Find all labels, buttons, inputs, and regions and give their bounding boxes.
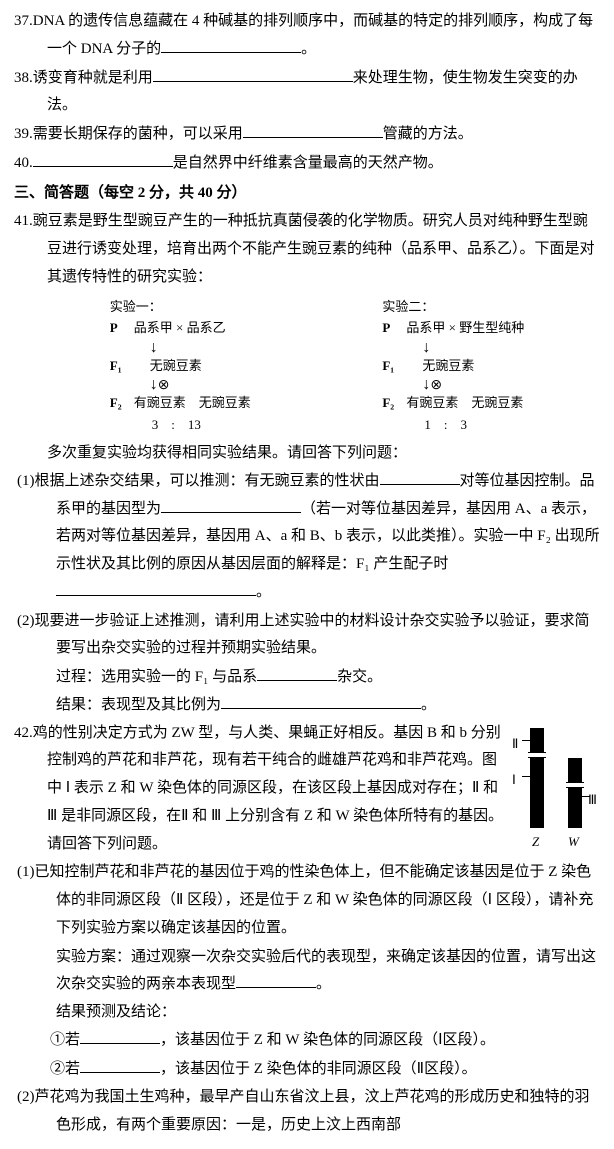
q42-part2: (2)芦花鸡为我国土生鸡种，最早产自山东省汶上县，汶上芦花鸡的形成历史和独特的羽… [14, 1084, 600, 1140]
q41-1-blank3 [56, 581, 256, 596]
chromosome-diagram: Ⅱ Ⅰ Ⅲ Z W [510, 724, 600, 854]
experiment-1: 实验一： P品系甲 × 品系乙 ↓ F₁无豌豆素 ↓⊗ F₂有豌豆素 无豌豆素 … [110, 297, 251, 437]
q42-part1b: 实验方案：通过观察一次杂交实验后代的表现型，来确定该基因的位置，请写出这次杂交实… [14, 944, 600, 1000]
q39-blank [243, 123, 383, 138]
q41-diagram: 实验一： P品系甲 × 品系乙 ↓ F₁无豌豆素 ↓⊗ F₂有豌豆素 无豌豆素 … [14, 293, 600, 441]
down-arrow-icon: ↓ [150, 340, 251, 356]
question-41: 41.豌豆素是野生型豌豆产生的一种抵抗真菌侵袭的化学物质。研究人员对纯种野生型豌… [14, 208, 600, 291]
question-42: 42.鸡的性别决定方式为 ZW 型，与人类、果蝇正好相反。基因 B 和 b 分别… [14, 720, 600, 860]
q41-2-blank2 [221, 694, 421, 709]
q41-intro: 豌豆素是野生型豌豆产生的一种抵抗真菌侵袭的化学物质。研究人员对纯种野生型豌豆进行… [33, 213, 595, 285]
q42-1-blank3 [80, 1058, 160, 1073]
q42-num: 42. [14, 725, 33, 741]
experiment-2: 实验二： P品系甲 × 野生型纯种 ↓ F₁无豌豆素 ↓⊗ F₂有豌豆素 无豌豆… [382, 297, 524, 437]
q37-blank [161, 38, 301, 53]
down-arrow-icon: ↓⊗ [150, 377, 251, 393]
q42-part1d1: ①若，该基因位于 Z 和 W 染色体的同源区段（Ⅰ区段）。 [14, 1027, 600, 1055]
q42-part1c: 结果预测及结论： [14, 999, 600, 1027]
q41-part1: (1)根据上述杂交结果，可以推测：有无豌豆素的性状由对等位基因控制。品系甲的基因… [14, 468, 600, 607]
q38-num: 38. [14, 70, 33, 86]
question-40: 40.是自然界中纤维素含量最高的天然产物。 [14, 150, 600, 178]
q41-part2-proc: 过程：选用实验一的 F₁ 与品系杂交。 [14, 664, 600, 692]
w-chromosome-icon [568, 758, 582, 828]
question-37: 37.DNA 的遗传信息蕴藏在 4 种碱基的排列顺序中，而碱基的特定的排列顺序，… [14, 8, 600, 64]
q40-blank [33, 152, 173, 167]
q41-1-blank2 [161, 498, 301, 513]
q39-num: 39. [14, 126, 33, 142]
q38-blank [153, 67, 353, 82]
q41-num: 41. [14, 213, 33, 229]
q42-1-blank1 [236, 973, 316, 988]
q41-2-blank1 [257, 666, 337, 681]
q40-num: 40. [14, 155, 33, 171]
q41-1-blank1 [380, 470, 460, 485]
section-3-header: 三、简答题（每空 2 分，共 40 分） [14, 180, 600, 208]
q37-num: 37. [14, 13, 33, 29]
down-arrow-icon: ↓ [422, 340, 524, 356]
q41-afterdiag: 多次重复实验均获得相同实验结果。请回答下列问题： [14, 440, 600, 468]
q42-part1d2: ②若，该基因位于 Z 染色体的非同源区段（Ⅱ区段）。 [14, 1056, 600, 1084]
q42-part1a: (1)已知控制芦花和非芦花的基因位于鸡的性染色体上，但不能确定该基因是位于 Z … [14, 859, 600, 942]
question-38: 38.诱变育种就是利用来处理生物，使生物发生突变的办法。 [14, 65, 600, 121]
q42-intro: 鸡的性别决定方式为 ZW 型，与人类、果蝇正好相反。基因 B 和 b 分别控制鸡… [33, 725, 503, 852]
q42-1-blank2 [80, 1029, 160, 1044]
question-39: 39.需要长期保存的菌种，可以采用管藏的方法。 [14, 121, 600, 149]
q41-part2-res: 结果：表现型及其比例为。 [14, 692, 600, 720]
down-arrow-icon: ↓⊗ [422, 377, 524, 393]
z-chromosome-icon [530, 728, 544, 828]
q41-part2: (2)现要进一步验证上述推测，请利用上述实验中的材料设计杂交实验予以验证，要求简… [14, 608, 600, 664]
